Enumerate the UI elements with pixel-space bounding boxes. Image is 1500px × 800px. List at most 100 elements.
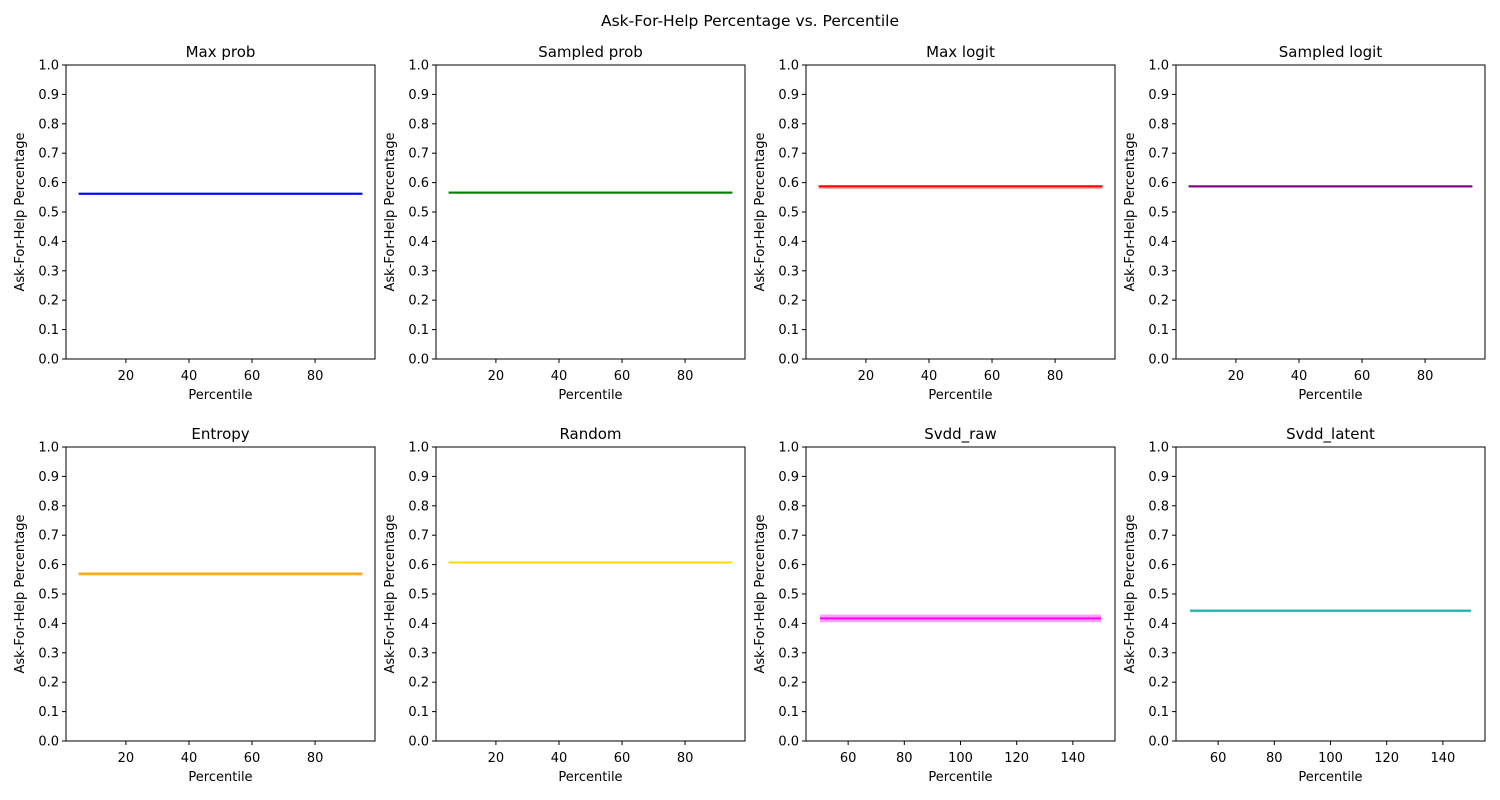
- y-tick-label: 0.8: [778, 117, 799, 132]
- y-tick-label: 1.0: [408, 441, 429, 456]
- y-tick-label: 0.4: [778, 617, 799, 632]
- axes-frame: [805, 446, 1116, 742]
- x-tick-label: 40: [1291, 369, 1308, 384]
- y-tick-label: 0.9: [408, 470, 429, 485]
- x-tick-label: 80: [1047, 369, 1064, 384]
- x-tick-label: 80: [307, 751, 324, 766]
- x-tick-label: 20: [488, 369, 505, 384]
- y-tick-label: 0.0: [408, 735, 429, 750]
- y-tick-label: 0.5: [778, 206, 799, 221]
- y-tick-label: 0.4: [1148, 235, 1169, 250]
- axes-frame: [805, 64, 1116, 360]
- subplot-5: 0.0 0.1 0.2 0.3 0.4 0.5 0.6 0.7 0.8 0.9 1.0 20 40 60 8…: [13, 425, 376, 785]
- y-tick-label: 0.8: [38, 499, 59, 514]
- subplot-8: 0.0 0.1 0.2 0.3 0.4 0.5 0.6 0.7 0.8 0.9 1.0 60 80 100…: [1123, 425, 1486, 785]
- subplot-title: Max prob: [186, 43, 256, 61]
- y-tick-label: 0.6: [38, 558, 59, 573]
- x-tick-label: 60: [244, 751, 261, 766]
- y-axis-label: Ask-For-Help Percentage: [383, 133, 398, 292]
- y-tick-label: 0.2: [38, 676, 59, 691]
- x-tick-label: 140: [1430, 751, 1455, 766]
- y-tick-label: 0.7: [1148, 147, 1169, 162]
- y-tick-label: 0.9: [778, 470, 799, 485]
- y-tick-label: 0.1: [778, 705, 799, 720]
- subplot-6: 0.0 0.1 0.2 0.3 0.4 0.5 0.6 0.7 0.8 0.9 1.0 20 40 60 8…: [383, 425, 746, 785]
- y-tick-label: 0.5: [1148, 588, 1169, 603]
- y-tick-label: 0.8: [408, 117, 429, 132]
- x-axis-label: Percentile: [1298, 388, 1362, 403]
- x-tick-label: 20: [1228, 369, 1245, 384]
- y-tick-label: 0.1: [1148, 323, 1169, 338]
- y-tick-label: 0.9: [1148, 470, 1169, 485]
- y-tick-label: 0.6: [778, 558, 799, 573]
- y-tick-label: 0.2: [408, 676, 429, 691]
- x-axis-label: Percentile: [1298, 770, 1362, 785]
- x-tick-label: 60: [244, 369, 261, 384]
- y-tick-label: 0.4: [408, 235, 429, 250]
- subplot-title: Svdd_raw: [924, 425, 997, 444]
- y-tick-label: 0.9: [38, 470, 59, 485]
- x-tick-label: 80: [1417, 369, 1434, 384]
- y-tick-label: 0.7: [38, 529, 59, 544]
- x-tick-label: 80: [677, 369, 694, 384]
- y-tick-label: 0.8: [38, 117, 59, 132]
- subplot-3: 0.0 0.1 0.2 0.3 0.4 0.5 0.6 0.7 0.8 0.9 1.0 20 40 60 8…: [753, 43, 1116, 403]
- y-tick-label: 1.0: [1148, 441, 1169, 456]
- y-tick-label: 0.4: [1148, 617, 1169, 632]
- y-tick-label: 0.9: [408, 88, 429, 103]
- y-tick-label: 0.9: [38, 88, 59, 103]
- x-axis-label: Percentile: [928, 388, 992, 403]
- y-tick-label: 0.3: [778, 264, 799, 279]
- y-tick-label: 0.8: [1148, 117, 1169, 132]
- y-tick-label: 0.2: [778, 676, 799, 691]
- y-tick-label: 0.9: [778, 88, 799, 103]
- axes-frame: [435, 446, 746, 742]
- y-tick-label: 1.0: [778, 59, 799, 74]
- y-tick-label: 1.0: [778, 441, 799, 456]
- axes-frame: [65, 64, 376, 360]
- y-tick-label: 0.1: [38, 705, 59, 720]
- x-tick-label: 80: [1266, 751, 1283, 766]
- subplot-title: Sampled logit: [1279, 43, 1383, 61]
- y-tick-label: 0.8: [408, 499, 429, 514]
- y-tick-label: 0.6: [778, 176, 799, 191]
- x-tick-label: 20: [858, 369, 875, 384]
- y-tick-label: 0.0: [778, 735, 799, 750]
- x-tick-label: 40: [551, 369, 568, 384]
- y-tick-label: 0.5: [38, 588, 59, 603]
- subplot-title: Max logit: [926, 43, 995, 61]
- y-tick-label: 0.7: [408, 529, 429, 544]
- x-tick-label: 60: [614, 369, 631, 384]
- y-tick-label: 0.0: [778, 353, 799, 368]
- x-tick-label: 40: [921, 369, 938, 384]
- y-axis-label: Ask-For-Help Percentage: [13, 133, 28, 292]
- y-tick-label: 0.0: [38, 735, 59, 750]
- y-tick-label: 0.1: [778, 323, 799, 338]
- y-tick-label: 0.6: [408, 558, 429, 573]
- y-tick-label: 0.7: [1148, 529, 1169, 544]
- y-tick-label: 0.3: [408, 646, 429, 661]
- y-tick-label: 0.5: [778, 588, 799, 603]
- y-tick-label: 0.2: [778, 294, 799, 309]
- subplot-title: Random: [559, 425, 621, 443]
- y-tick-label: 0.0: [1148, 353, 1169, 368]
- y-tick-label: 0.8: [778, 499, 799, 514]
- y-tick-label: 0.3: [408, 264, 429, 279]
- y-tick-label: 0.4: [38, 617, 59, 632]
- y-tick-label: 0.5: [1148, 206, 1169, 221]
- y-axis-label: Ask-For-Help Percentage: [1123, 515, 1138, 674]
- y-tick-label: 0.1: [1148, 705, 1169, 720]
- axes-frame: [1175, 64, 1486, 360]
- axes-frame: [1175, 446, 1486, 742]
- y-tick-label: 0.0: [38, 353, 59, 368]
- y-tick-label: 0.3: [38, 264, 59, 279]
- subplot-1: 0.0 0.1 0.2 0.3 0.4 0.5 0.6 0.7 0.8 0.9 1.0 20 40 60 8…: [13, 43, 376, 403]
- x-tick-label: 40: [551, 751, 568, 766]
- x-tick-label: 120: [1374, 751, 1399, 766]
- y-tick-label: 0.2: [38, 294, 59, 309]
- y-axis-label: Ask-For-Help Percentage: [13, 515, 28, 674]
- y-axis-label: Ask-For-Help Percentage: [383, 515, 398, 674]
- y-tick-label: 0.3: [778, 646, 799, 661]
- y-tick-label: 0.5: [408, 206, 429, 221]
